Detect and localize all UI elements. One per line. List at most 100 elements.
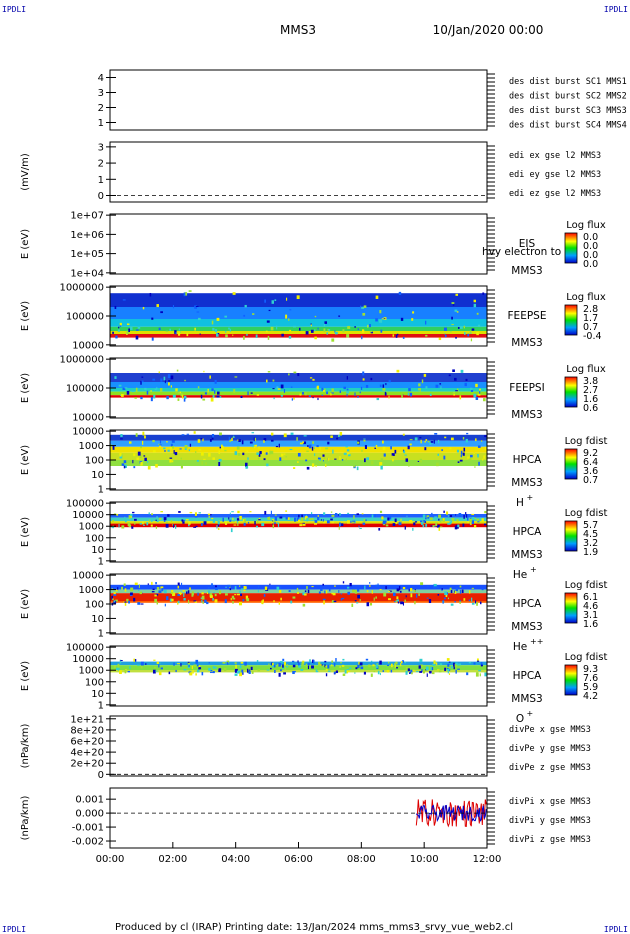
spectrogram-pixel <box>280 597 282 601</box>
spectrogram-pixel <box>459 585 462 588</box>
spectrogram-pixel <box>327 457 330 461</box>
spectrogram-pixel <box>341 523 344 527</box>
spectrogram-pixel <box>143 455 146 457</box>
spectrogram-pixel <box>480 601 482 605</box>
spectrogram-pixel <box>481 588 484 591</box>
spectrogram-pixel <box>355 667 358 670</box>
spectrogram-pixel <box>385 383 387 386</box>
y-tick-label: 0 <box>98 770 104 781</box>
spectrogram-pixel <box>459 663 462 666</box>
spectrogram-band <box>110 589 487 594</box>
spectrogram-pixel <box>195 451 197 453</box>
spectrogram-pixel <box>134 582 138 586</box>
y-tick-label: 0.000 <box>75 809 104 820</box>
spectrogram-pixel <box>185 519 189 521</box>
spectrogram-pixel <box>334 330 336 333</box>
spectrogram-pixel <box>177 600 180 604</box>
spectrogram-pixel <box>282 664 284 668</box>
spectrogram-pixel <box>199 333 201 335</box>
spectrogram-pixel <box>278 672 281 677</box>
spectrogram-pixel <box>123 460 127 464</box>
spectrogram-pixel <box>454 591 457 594</box>
spectrogram-pixel <box>209 595 213 598</box>
spectrogram-pixel <box>431 672 435 675</box>
spectrogram-pixel <box>371 460 374 465</box>
colorbar-tick-label: 3.1 <box>583 610 598 621</box>
spectrogram-pixel <box>454 600 456 603</box>
instrument-label: HPCA <box>513 670 543 682</box>
spectrogram-pixel <box>304 516 308 520</box>
spectrogram-pixel <box>158 327 161 331</box>
spectrogram-pixel <box>422 514 426 519</box>
spectrogram-pixel <box>268 663 270 666</box>
spectrogram-pixel <box>299 514 302 518</box>
spectrogram-pixel <box>302 603 306 607</box>
spectrogram-pixel <box>232 292 236 295</box>
spectrogram-pixel <box>172 446 174 449</box>
spectrogram-pixel <box>476 312 479 315</box>
spectrogram-pixel <box>335 658 337 662</box>
spectrogram-pixel <box>354 600 357 602</box>
spectrogram-pixel <box>124 601 127 603</box>
spectrogram-pixel <box>171 598 174 602</box>
spectrogram-pixel <box>155 670 158 672</box>
spectrogram-pixel <box>385 520 387 523</box>
spectrogram-pixel <box>212 327 215 331</box>
spectrogram-pixel <box>128 524 132 528</box>
spectrogram-pixel <box>144 663 147 665</box>
panel-frame <box>109 645 488 707</box>
spectrogram-pixel <box>456 449 460 453</box>
spectrogram-pixel <box>216 317 220 321</box>
panel-frame <box>109 213 488 275</box>
spectrogram-pixel <box>336 437 339 440</box>
spectrogram-pixel <box>202 398 206 401</box>
spectrogram-pixel <box>171 440 175 443</box>
spectrogram-pixel <box>475 396 479 400</box>
spectrogram-pixel <box>405 595 407 598</box>
spectrogram-pixel <box>451 316 453 320</box>
spacecraft-label: MMS3 <box>511 549 542 561</box>
spectrogram-pixel <box>254 444 258 447</box>
spectrogram-pixel <box>424 441 426 443</box>
spectrogram-pixel <box>369 585 371 587</box>
spectrogram-pixel <box>211 583 213 587</box>
spectrogram-pixel <box>168 671 171 675</box>
spectrogram-pixel <box>169 446 172 450</box>
spectrogram-pixel <box>286 664 288 667</box>
spectrogram-pixel <box>450 589 453 594</box>
colorbar-tick-label: 3.8 <box>583 376 598 387</box>
spectrogram-pixel <box>234 376 238 378</box>
spectrogram-pixel <box>448 661 451 663</box>
spectrogram-pixel <box>395 334 398 338</box>
spectrogram-pixel <box>181 582 183 585</box>
spectrogram-pixel <box>401 660 405 663</box>
spectrogram-pixel <box>111 588 113 590</box>
spectrogram-pixel <box>278 589 282 593</box>
spectrogram-pixel <box>221 446 224 450</box>
spectrogram-pixel <box>194 327 196 331</box>
spectrogram-pixel <box>273 600 275 603</box>
spectrogram-pixel <box>475 438 477 442</box>
spectrogram-pixel <box>356 602 359 604</box>
spectrogram-pixel <box>327 441 330 445</box>
spectrogram-pixel <box>382 440 384 444</box>
spectrogram-pixel <box>230 528 233 533</box>
legend-entry: divPe z gse MMS3 <box>509 763 591 773</box>
colorbar <box>564 448 578 480</box>
spectrogram-pixel <box>159 440 162 444</box>
spectrogram-pixel <box>338 526 340 530</box>
spectrogram-pixel <box>340 598 343 601</box>
spectrogram-pixel <box>215 585 217 588</box>
spectrogram-pixel <box>187 590 190 594</box>
spectrogram-pixel <box>247 521 250 524</box>
spectrogram-pixel <box>222 517 225 522</box>
spectrogram-pixel <box>140 396 143 400</box>
spectrogram-pixel <box>405 458 409 462</box>
spectrogram-pixel <box>216 332 219 337</box>
spectrogram-pixel <box>314 329 316 332</box>
spectrogram-pixel <box>241 669 244 674</box>
spectrogram-pixel <box>134 397 137 399</box>
spectrogram-pixel <box>360 386 363 390</box>
spectrogram-pixel <box>324 660 327 663</box>
spectrogram-band <box>110 523 487 528</box>
